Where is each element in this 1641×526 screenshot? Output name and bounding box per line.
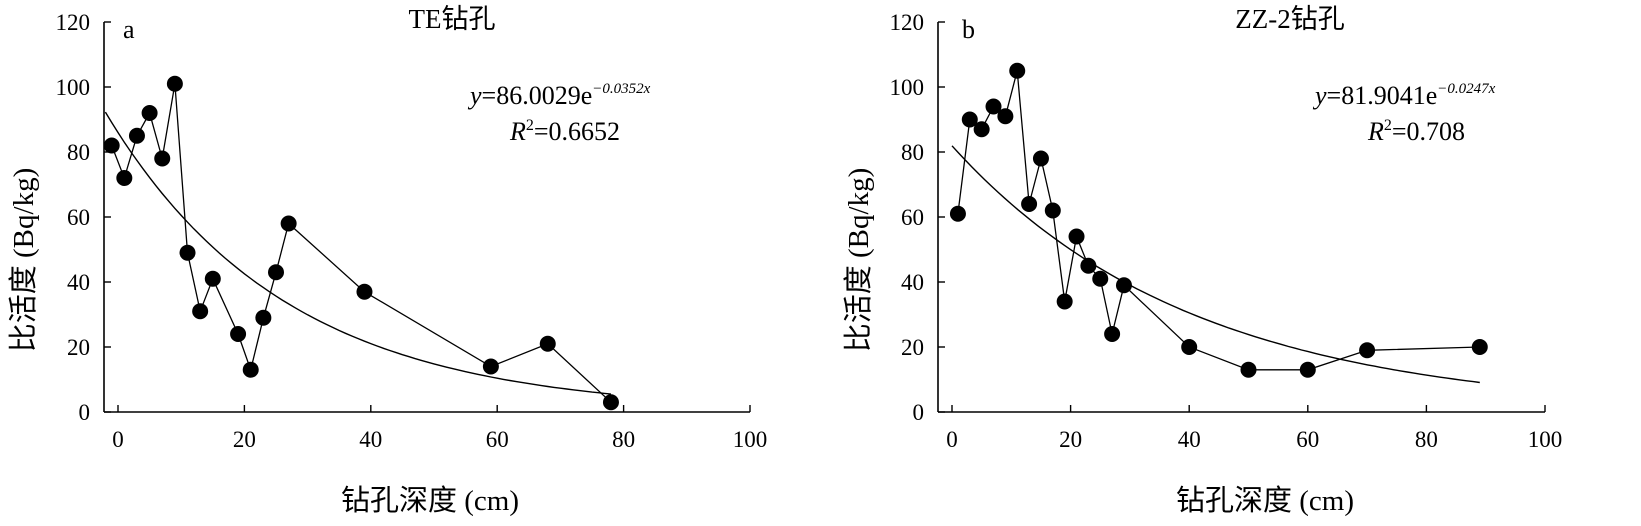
- panel-b-data-point: [1080, 257, 1097, 274]
- panel-a-y-tick-label-1: 20: [67, 335, 90, 360]
- panel-a-x-tick-label-1: 20: [233, 427, 256, 452]
- panel-b-data-point: [1104, 326, 1121, 342]
- panel-a-data-point: [179, 244, 196, 261]
- panel-b-fit-curve: [951, 145, 1480, 384]
- panel-b-x-tick-label-4: 80: [1415, 427, 1438, 452]
- panel-b-x-tick-label-5: 100: [1528, 427, 1563, 452]
- panel-a-title: TE钻孔: [409, 4, 496, 34]
- panel-a-data-point: [141, 105, 158, 121]
- panel-b-data-point: [1240, 361, 1257, 378]
- panel-a-x-tick-label-2: 40: [359, 427, 382, 452]
- panel-a-data-point: [166, 75, 183, 92]
- panel-b-data-point: [997, 108, 1014, 125]
- panel-b-y-tick-label-0: 0: [913, 400, 925, 425]
- panel-b-data-point: [1056, 293, 1073, 310]
- panel-a-data-point: [154, 150, 171, 167]
- panel-b-data-point: [1359, 342, 1376, 359]
- panel-b-y-tick-label-1: 20: [901, 335, 924, 360]
- panel-a-x-tick-label-3: 60: [486, 427, 509, 452]
- panel-a-fit-curve: [104, 111, 612, 395]
- panel-a-y-tick-label-6: 120: [56, 10, 91, 35]
- panel-b: b ZZ-2钻孔 钻孔深度 (cm) 比活度 (Bq/kg) y=81.9041…: [842, 4, 1562, 517]
- panel-a-y-tick-label-0: 0: [79, 400, 91, 425]
- panel-b-data-point: [1092, 270, 1109, 287]
- panel-a-y-tick-label-3: 60: [67, 205, 90, 230]
- panel-b-letter: b: [962, 15, 975, 44]
- panel-a-data-point: [242, 361, 259, 378]
- panel-b-data-point: [1044, 202, 1061, 219]
- panel-b-data-point: [1009, 62, 1026, 79]
- panel-a-y-tick-label-4: 80: [67, 140, 90, 165]
- panel-b-y-tick-label-4: 80: [901, 140, 924, 165]
- panel-b-data-point: [949, 205, 966, 222]
- panel-a-data-point: [482, 358, 499, 375]
- panel-a-data-point: [280, 215, 297, 232]
- panel-a-data-point: [602, 394, 619, 411]
- panel-a-data-point: [204, 270, 221, 287]
- panel-b-data-point: [1299, 361, 1316, 378]
- panel-a-letter: a: [123, 15, 135, 44]
- panel-b-fit-equation: y=81.9041e−0.0247x: [1312, 81, 1496, 110]
- panel-b-y-tick-label-6: 120: [890, 10, 925, 35]
- panel-b-data-point: [1115, 277, 1132, 294]
- panel-a-r-squared: R2=0.6652: [509, 117, 620, 146]
- panel-a-data-point: [192, 303, 209, 320]
- panel-a-data-point: [128, 127, 145, 144]
- panel-a-y-axis-label: 比活度 (Bq/kg): [7, 168, 40, 352]
- panel-b-title: ZZ-2钻孔: [1235, 4, 1344, 34]
- panel-b-data-point: [973, 121, 990, 138]
- panel-b-y-tick-label-5: 100: [890, 75, 925, 100]
- panel-b-y-axis-label: 比活度 (Bq/kg): [842, 168, 875, 352]
- panel-b-x-tick-label-0: 0: [946, 427, 958, 452]
- panel-a-data-point: [116, 170, 133, 186]
- panel-a-data-point: [103, 137, 120, 154]
- panel-b-y-tick-label-3: 60: [901, 205, 924, 230]
- panel-a-x-tick-label-5: 100: [733, 427, 768, 452]
- panel-a-data-point: [230, 326, 247, 342]
- panel-b-data-point: [1032, 150, 1049, 167]
- panel-a-x-tick-label-4: 80: [612, 427, 635, 452]
- panel-a-data-point: [356, 283, 373, 300]
- panel-a-data-point: [268, 264, 284, 281]
- panel-b-data-point: [1181, 339, 1198, 355]
- panel-b-data-point: [1021, 196, 1038, 212]
- panel-b-y-tick-label-2: 40: [901, 270, 924, 295]
- panel-a-x-tick-label-0: 0: [112, 427, 124, 452]
- panel-a-y-tick-label-2: 40: [67, 270, 90, 295]
- panel-b-data-point: [985, 98, 1002, 115]
- panel-a-x-axis-label: 钻孔深度 (cm): [341, 484, 519, 517]
- panel-a-fit-equation: y=86.0029e−0.0352x: [467, 81, 651, 110]
- panel-b-x-tick-label-1: 20: [1059, 427, 1082, 452]
- panel-a-data-point: [539, 335, 556, 352]
- panel-a-data-point: [255, 309, 272, 326]
- panel-b-data-point: [1471, 339, 1488, 355]
- panel-b-data-point: [961, 111, 978, 128]
- panel-a-y-tick-label-5: 100: [56, 75, 91, 100]
- panel-b-x-tick-label-3: 60: [1296, 427, 1319, 452]
- panel-b-r-squared: R2=0.708: [1367, 117, 1465, 146]
- panel-b-x-axis-label: 钻孔深度 (cm): [1176, 484, 1354, 517]
- panel-a: a TE钻孔 钻孔深度 (cm) 比活度 (Bq/kg) y=86.0029e−…: [7, 4, 767, 517]
- panel-b-data-point: [1068, 228, 1085, 245]
- panel-b-x-tick-label-2: 40: [1178, 427, 1201, 452]
